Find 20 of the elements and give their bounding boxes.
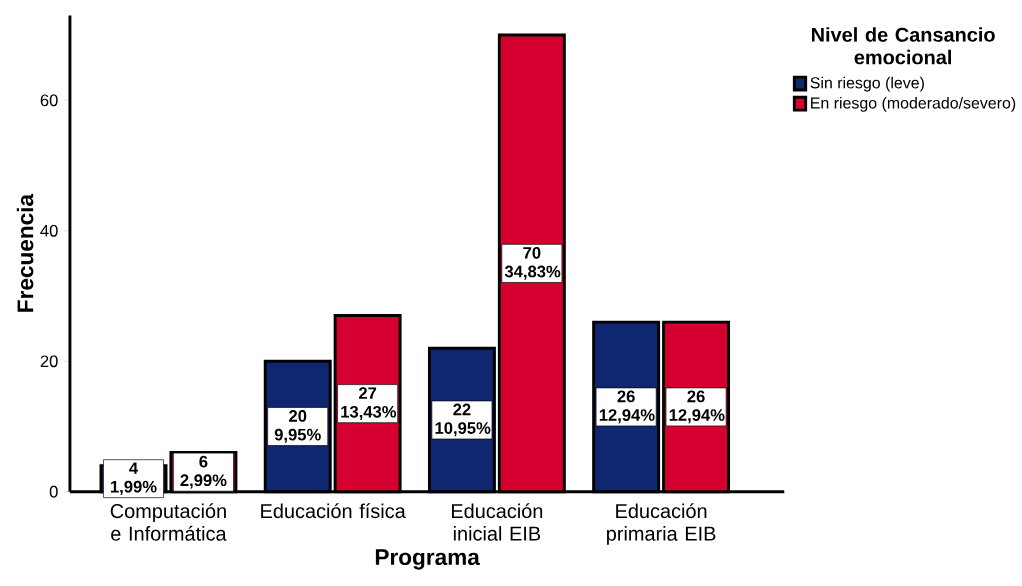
data-label: 27 13,43% bbox=[341, 387, 397, 421]
x-tick-label: Educación primaria EIB bbox=[607, 503, 716, 545]
x-axis-title: Programa bbox=[375, 549, 480, 570]
x-tick-label: Educación física bbox=[261, 503, 406, 519]
data-label: 20 9,95% bbox=[274, 410, 321, 443]
x-tick-label: Computación e Informática bbox=[110, 503, 227, 541]
y-tick-label: 0 bbox=[49, 485, 58, 498]
legend-title: Nivel de Cansancio emocional bbox=[811, 27, 995, 65]
y-tick-label: 60 bbox=[40, 94, 58, 107]
x-tick-label: Educación inicial EIB bbox=[451, 503, 543, 541]
y-tick-label: 20 bbox=[40, 355, 58, 368]
y-axis-title: Frecuencia bbox=[16, 193, 34, 312]
legend-label: Sin riesgo (leve) bbox=[810, 76, 924, 92]
data-label: 26 12,94% bbox=[669, 390, 725, 424]
data-label: 22 10,95% bbox=[435, 403, 491, 437]
data-label: 6 2,99% bbox=[180, 455, 227, 489]
data-label: 26 12,94% bbox=[599, 390, 655, 424]
y-tick-label: 40 bbox=[40, 224, 58, 237]
legend-label: En riesgo (moderado/severo) bbox=[811, 97, 1016, 112]
data-label: 70 34,83% bbox=[504, 247, 561, 280]
